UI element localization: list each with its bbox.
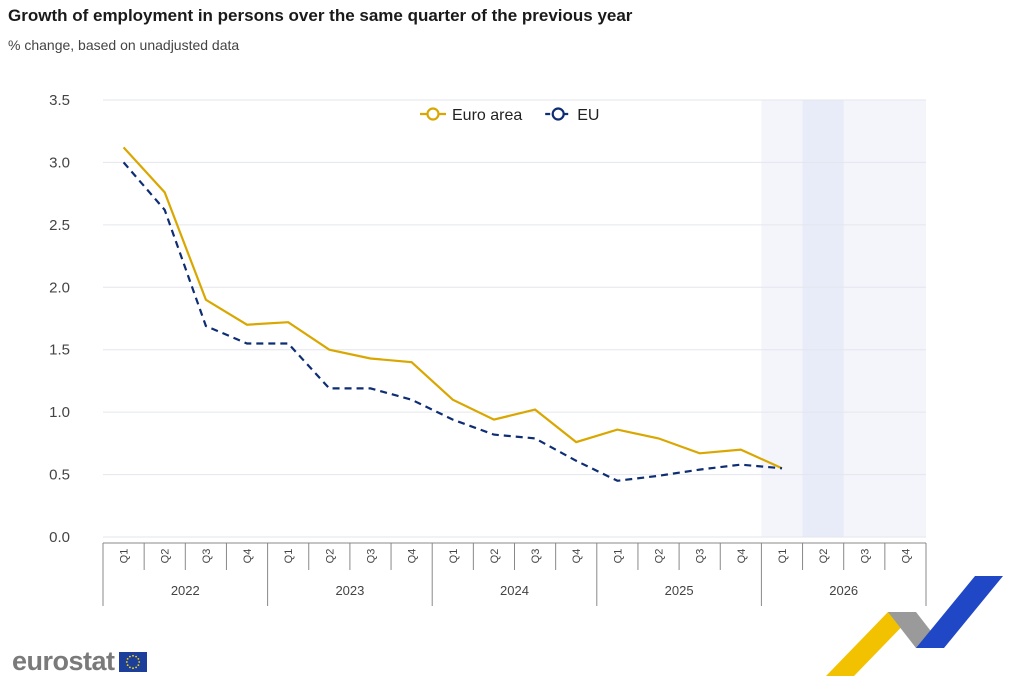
eu-flag-icon xyxy=(118,651,147,672)
page-title: Growth of employment in persons over the… xyxy=(8,6,633,25)
logo-wordmark: eurostat xyxy=(12,646,115,676)
quarter-label: Q3 xyxy=(695,549,707,564)
page-subtitle: % change, based on unadjusted data xyxy=(8,37,240,53)
quarter-label: Q4 xyxy=(242,549,254,564)
flag-star xyxy=(137,660,140,663)
quarter-label: Q1 xyxy=(612,549,624,564)
quarter-label: Q4 xyxy=(900,549,912,564)
y-tick-label: 1.5 xyxy=(49,342,70,359)
quarter-label: Q1 xyxy=(777,549,789,564)
flag-star xyxy=(137,663,139,666)
quarter-label: Q2 xyxy=(489,549,501,564)
flag-star xyxy=(126,657,129,660)
flag-star xyxy=(128,655,131,658)
flag-star xyxy=(125,660,128,663)
flag-star xyxy=(134,655,137,658)
quarter-label: Q4 xyxy=(407,549,419,564)
quarter-label: Q3 xyxy=(859,549,871,564)
flag-star xyxy=(137,657,139,660)
y-tick-label: 0.0 xyxy=(49,529,70,546)
quarter-label: Q1 xyxy=(283,549,295,564)
quarter-label: Q2 xyxy=(324,549,336,564)
y-tick-label: 3.0 xyxy=(49,154,70,171)
legend-label: EU xyxy=(577,107,599,124)
quarter-label: Q3 xyxy=(201,549,213,564)
legend-label: Euro area xyxy=(452,107,522,124)
legend-item: Euro area xyxy=(420,107,522,124)
brand-ribbon-graphic xyxy=(826,576,1003,676)
flag-star xyxy=(134,665,137,668)
legend-marker xyxy=(551,107,565,121)
quarter-label: Q3 xyxy=(530,549,542,564)
series-line-euro-area xyxy=(122,146,783,470)
year-label: 2025 xyxy=(665,583,694,598)
series-line-eu xyxy=(122,161,783,482)
quarter-label: Q2 xyxy=(654,549,666,564)
quarter-label: Q2 xyxy=(818,549,830,564)
eurostat-logo: eurostat xyxy=(12,646,147,677)
quarter-label: Q2 xyxy=(160,549,172,564)
flag-star xyxy=(128,665,131,668)
quarter-label: Q4 xyxy=(736,549,748,564)
flag-star xyxy=(131,666,134,669)
y-tick-label: 2.0 xyxy=(49,279,70,296)
y-tick-label: 3.5 xyxy=(49,92,70,109)
quarter-label: Q1 xyxy=(119,549,131,564)
year-label: 2022 xyxy=(171,583,200,598)
flag-star xyxy=(126,663,129,666)
forecast-band-highlight xyxy=(802,100,844,537)
y-tick-label: 2.5 xyxy=(49,217,70,234)
legend-item: EU xyxy=(545,107,599,124)
year-label: 2024 xyxy=(500,583,529,598)
year-label: 2026 xyxy=(829,583,858,598)
quarter-label: Q1 xyxy=(448,549,460,564)
quarter-label: Q3 xyxy=(365,549,377,564)
y-tick-label: 0.5 xyxy=(49,467,70,484)
legend-marker xyxy=(426,107,440,121)
year-label: 2023 xyxy=(335,583,364,598)
flag-star xyxy=(131,654,134,657)
y-tick-label: 1.0 xyxy=(49,404,70,421)
quarter-label: Q4 xyxy=(571,549,583,564)
